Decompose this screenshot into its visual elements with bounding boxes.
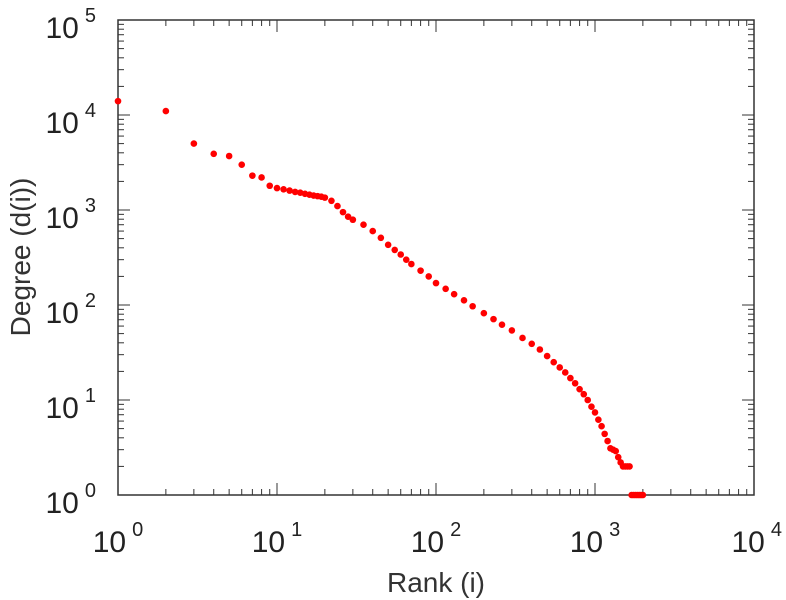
data-point bbox=[598, 422, 605, 430]
data-point bbox=[402, 256, 410, 263]
data-point bbox=[543, 352, 551, 360]
data-point bbox=[286, 187, 293, 194]
data-point bbox=[469, 302, 476, 310]
data-point bbox=[490, 315, 497, 323]
data-point bbox=[377, 234, 385, 242]
data-point bbox=[595, 416, 602, 424]
data-point bbox=[442, 285, 449, 293]
data-point bbox=[580, 390, 588, 398]
data-point bbox=[273, 184, 281, 192]
x-tick-labels: 10 0 10 1 10 2 10 3 10 4 bbox=[93, 519, 782, 559]
x-tick-label: 10 2 bbox=[411, 519, 462, 559]
data-point bbox=[114, 97, 122, 105]
data-point bbox=[249, 172, 256, 179]
data-point bbox=[604, 437, 611, 445]
data-point bbox=[417, 267, 424, 274]
data-point bbox=[519, 334, 526, 342]
data-point bbox=[384, 241, 392, 249]
data-point bbox=[480, 309, 488, 317]
data-point bbox=[328, 197, 335, 205]
data-point bbox=[432, 279, 440, 287]
x-tick-label: 10 4 bbox=[732, 519, 783, 559]
x-axis-title: Rank (i) bbox=[387, 567, 485, 598]
data-point bbox=[460, 297, 468, 304]
data-point bbox=[344, 213, 352, 221]
data-point bbox=[225, 152, 233, 160]
data-point bbox=[162, 107, 170, 115]
data-point bbox=[321, 194, 329, 201]
x-tick-label: 10 0 bbox=[93, 519, 144, 559]
plot-frame bbox=[117, 19, 755, 496]
data-point bbox=[258, 174, 265, 181]
y-tick-label: 10 0 bbox=[46, 480, 97, 520]
y-tick-label: 10 5 bbox=[46, 5, 97, 45]
data-point bbox=[508, 327, 516, 334]
major-ticks bbox=[117, 19, 755, 496]
data-point bbox=[190, 140, 198, 147]
minor-ticks bbox=[118, 20, 754, 495]
data-point bbox=[614, 453, 622, 461]
y-tick-label: 10 1 bbox=[46, 385, 97, 425]
data-point bbox=[588, 403, 595, 411]
y-tick-label: 10 2 bbox=[46, 290, 97, 330]
data-point bbox=[291, 188, 299, 196]
data-point bbox=[360, 221, 367, 229]
data-point bbox=[612, 447, 620, 455]
y-axis-title: Degree (d(i)) bbox=[5, 178, 36, 337]
data-point bbox=[571, 379, 579, 387]
data-point bbox=[498, 321, 506, 329]
data-point bbox=[601, 430, 608, 438]
x-tick-label: 10 1 bbox=[252, 519, 303, 559]
data-point bbox=[591, 409, 599, 416]
y-tick-label: 10 4 bbox=[46, 100, 97, 140]
data-point bbox=[349, 216, 357, 224]
data-point bbox=[626, 463, 633, 470]
data-point bbox=[280, 186, 287, 193]
data-point bbox=[450, 290, 458, 298]
data-point bbox=[567, 374, 574, 382]
data-point bbox=[528, 340, 536, 348]
data-point bbox=[369, 227, 377, 235]
data-point bbox=[266, 182, 274, 190]
data-point bbox=[584, 396, 592, 404]
data-point bbox=[425, 273, 433, 280]
data-point bbox=[550, 358, 558, 366]
data-point bbox=[561, 369, 569, 376]
data-point bbox=[408, 260, 415, 268]
data-point bbox=[210, 150, 218, 158]
data-point bbox=[238, 161, 246, 168]
data-point bbox=[334, 202, 341, 210]
data-points bbox=[114, 97, 647, 499]
data-point bbox=[639, 491, 647, 499]
data-point bbox=[397, 251, 405, 258]
data-point bbox=[339, 208, 347, 216]
data-point bbox=[536, 346, 544, 353]
data-point bbox=[391, 246, 399, 254]
y-tick-label: 10 3 bbox=[46, 195, 97, 235]
data-point bbox=[556, 364, 564, 371]
x-tick-label: 10 3 bbox=[570, 519, 621, 559]
data-point bbox=[576, 385, 583, 393]
